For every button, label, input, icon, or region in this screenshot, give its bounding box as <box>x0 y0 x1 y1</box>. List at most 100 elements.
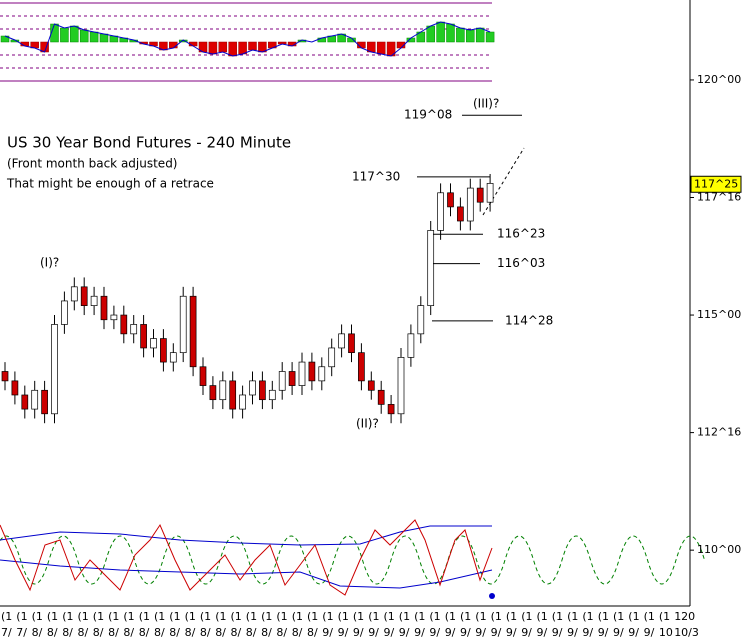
histogram-bar <box>89 31 99 43</box>
x-tick-label: 9/ <box>475 626 486 639</box>
x-tick-label: (1 <box>32 610 43 623</box>
candle-body <box>160 338 167 363</box>
candle-body <box>41 389 48 415</box>
histogram-bar <box>456 27 465 43</box>
candle-body <box>120 314 128 335</box>
x-tick-label: (1 <box>123 610 134 623</box>
x-tick-label: (1 <box>62 610 73 623</box>
candle-body <box>219 380 227 401</box>
x-tick-label: (1 <box>384 610 395 623</box>
histogram-bar <box>70 25 79 43</box>
level-label: 119^08 <box>404 108 452 122</box>
x-tick-label: (1 <box>292 610 303 623</box>
x-tick-label: 8/ <box>108 626 119 639</box>
candle-body <box>288 371 296 386</box>
band-upper <box>0 525 492 546</box>
x-tick-label: (1 <box>460 610 471 623</box>
candle-body <box>367 380 375 391</box>
histogram-bar <box>238 41 247 55</box>
histogram-bar <box>376 41 386 55</box>
x-tick-label: 9/ <box>322 626 333 639</box>
y-tick-label: 117^16 <box>697 190 741 203</box>
x-tick-label: 120 <box>674 610 695 623</box>
x-tick-label: (1 <box>246 610 257 623</box>
x-tick-label: 9/ <box>582 626 593 639</box>
y-tick-label: 110^00 <box>697 543 741 556</box>
level-label: 114^28 <box>505 313 553 327</box>
histogram-bar <box>446 23 455 43</box>
x-tick-label: 10 <box>659 626 673 639</box>
subtitle: (Front month back adjusted) <box>7 157 178 171</box>
cycle-panel <box>0 519 705 599</box>
candle-body <box>90 295 98 306</box>
candle-body <box>278 371 286 391</box>
osc-levels <box>0 15 492 69</box>
candle-body <box>466 187 474 222</box>
x-tick-label: 9/ <box>628 626 639 639</box>
level-label: 116^03 <box>497 256 545 270</box>
histogram-bar <box>169 41 178 49</box>
x-tick-label: 9/ <box>445 626 456 639</box>
histogram-bar <box>228 41 237 57</box>
wave-label: (I)? <box>40 256 59 270</box>
band-lower <box>0 559 493 589</box>
candle-body <box>110 314 118 321</box>
x-tick-label: 8/ <box>32 626 43 639</box>
x-tick-label: (1 <box>567 610 578 623</box>
x-tick-label: 9/ <box>537 626 548 639</box>
x-tick-label: 9/ <box>338 626 349 639</box>
candle-body <box>70 286 78 302</box>
cycle-marker <box>489 593 495 599</box>
x-tick-label: (1 <box>521 610 532 623</box>
x-tick-label: 9/ <box>552 626 563 639</box>
x-tick-label: (1 <box>445 610 456 623</box>
x-tick-label: (1 <box>93 610 104 623</box>
level-label: 117^30 <box>352 169 400 183</box>
x-tick-label: (1 <box>582 610 593 623</box>
x-tick-label: 8/ <box>231 626 242 639</box>
candle-body <box>427 230 435 306</box>
x-tick-label: 8/ <box>215 626 226 639</box>
candle-body <box>150 338 157 349</box>
candle-body <box>199 366 207 386</box>
last-price-label: 117^25 <box>694 177 738 190</box>
x-tick-label: 8/ <box>47 626 58 639</box>
candle-body <box>100 295 108 321</box>
chart-title: US 30 Year Bond Futures - 240 Minute <box>7 134 291 152</box>
x-tick-label: 9/ <box>491 626 502 639</box>
x-tick-label: (1 <box>215 610 226 623</box>
trend-line <box>482 147 525 216</box>
candle-body <box>239 394 246 410</box>
x-tick-label: 8/ <box>139 626 150 639</box>
x-tick-label: 9/ <box>429 626 440 639</box>
x-tick-label: (1 <box>475 610 486 623</box>
candle-body <box>51 324 58 415</box>
x-tick-label: 7/ <box>1 626 12 639</box>
candle-body <box>377 389 385 405</box>
x-tick-label: (1 <box>368 610 379 623</box>
x-tick-label: (1 <box>506 610 517 623</box>
subtitle: That might be enough of a retrace <box>6 177 214 191</box>
x-tick-label: (1 <box>276 610 287 623</box>
candle-body <box>209 385 217 401</box>
x-tick-label: 8/ <box>62 626 73 639</box>
candle-body <box>476 187 484 203</box>
x-tick-label: 8/ <box>200 626 211 639</box>
x-tick-label: 9/ <box>384 626 395 639</box>
x-tick-label: 8/ <box>185 626 196 639</box>
x-tick-label: (1 <box>307 610 318 623</box>
x-tick-label: (1 <box>1 610 12 623</box>
candle-body <box>189 295 197 368</box>
candle-body <box>397 357 405 415</box>
candle-body <box>1 371 9 382</box>
x-tick-label: 7/ <box>16 626 27 639</box>
x-tick-label: (1 <box>644 610 655 623</box>
x-tick-label: (1 <box>552 610 563 623</box>
candle-body <box>387 404 395 415</box>
candle-body <box>407 333 415 358</box>
x-tick-label: 9/ <box>613 626 624 639</box>
x-tick-label: (1 <box>628 610 639 623</box>
x-tick-label: (1 <box>613 610 624 623</box>
histogram-bar <box>466 29 475 43</box>
